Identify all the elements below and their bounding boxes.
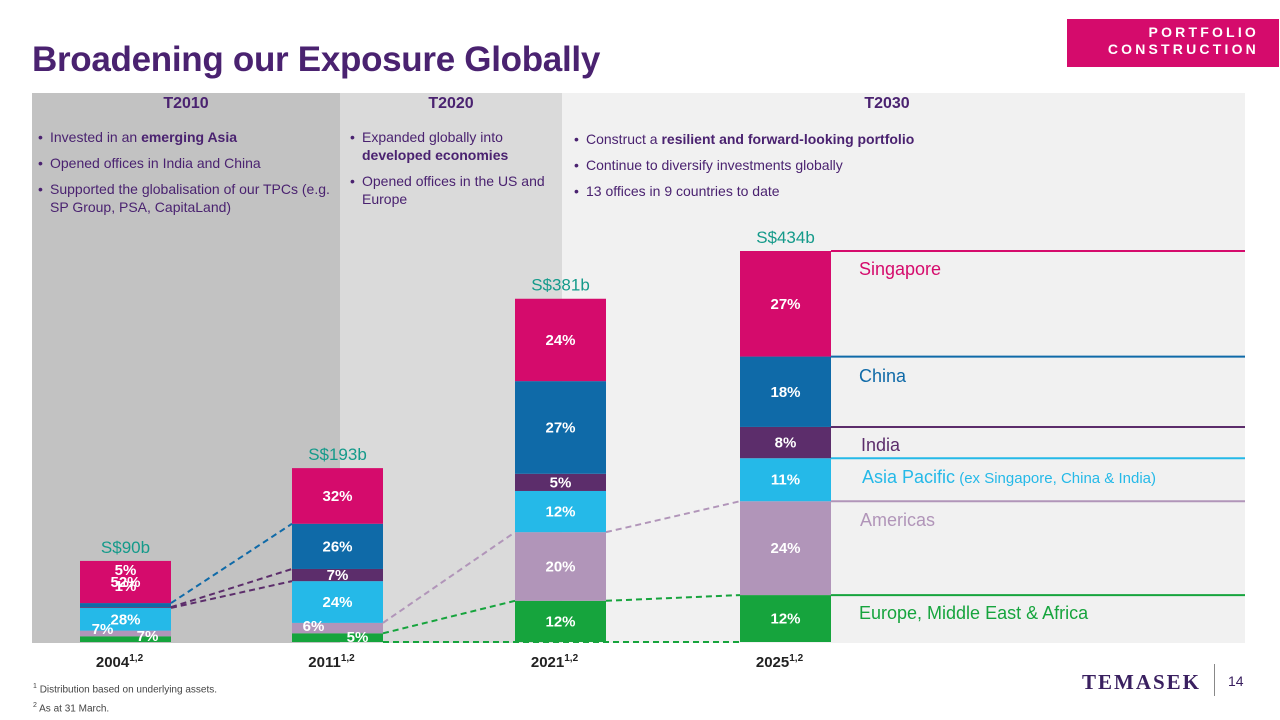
bullet-item: Continue to diversify investments global… xyxy=(574,156,1174,174)
footnote-1: 1 Distribution based on underlying asset… xyxy=(33,683,218,696)
connector-line xyxy=(382,531,516,624)
bar-segment-2021-china xyxy=(515,381,606,474)
section-tag-line2: CONSTRUCTION xyxy=(1107,41,1259,57)
connector-line xyxy=(382,599,516,635)
bar-segment-2025-china xyxy=(740,356,831,427)
segment-value-label: 12% xyxy=(545,613,575,630)
bar-segment-2021-europe-middle-east-africa xyxy=(515,600,606,642)
bar-total-label: S$381b xyxy=(531,276,590,295)
segment-value-label: 1% xyxy=(115,578,137,595)
segment-value-label: 6% xyxy=(303,618,325,635)
legend-label: China xyxy=(859,366,907,386)
bullet-item: 13 offices in 9 countries to date xyxy=(574,182,1174,200)
connector-line xyxy=(170,580,293,609)
bar-segment-2011-americas xyxy=(292,622,383,634)
segment-value-label: 24% xyxy=(545,332,575,349)
bar-segment-2011-india xyxy=(292,568,383,582)
category-label: 20111,2 xyxy=(308,653,355,671)
segment-value-label: 7% xyxy=(137,628,159,645)
segment-value-label: 5% xyxy=(115,562,137,579)
logo-divider xyxy=(1214,664,1215,696)
bar-segment-2025-india xyxy=(740,426,831,459)
segment-value-label: 5% xyxy=(550,474,572,491)
bullets-t2030: Construct a resilient and forward-lookin… xyxy=(574,130,1174,208)
legend-label: Asia Pacific (ex Singapore, China & Indi… xyxy=(862,467,1156,487)
bar-total-label: S$434b xyxy=(756,228,815,247)
segment-value-label: 7% xyxy=(92,621,114,638)
bar-segment-2025-singapore xyxy=(740,251,831,357)
bar-segment-2004-europe-middle-east-africa xyxy=(80,636,171,642)
category-label: 20041,2 xyxy=(96,653,144,671)
segment-value-label: 12% xyxy=(545,504,575,521)
bullet-item: Invested in an emerging Asia xyxy=(38,128,338,146)
bar-segment-2004-china xyxy=(80,603,171,608)
category-label: 20251,2 xyxy=(756,653,804,671)
legend-label: Singapore xyxy=(859,259,941,279)
bullet-item: Expanded globally into developed economi… xyxy=(350,128,550,164)
legend-label: Europe, Middle East & Africa xyxy=(859,603,1089,623)
bullet-item: Supported the globalisation of our TPCs … xyxy=(38,180,338,216)
segment-value-label: 5% xyxy=(347,629,369,646)
bar-segment-2011-asia-pacific xyxy=(292,581,383,623)
connector-line xyxy=(170,522,293,604)
segment-value-label: 27% xyxy=(545,419,575,436)
connector-line xyxy=(605,594,741,602)
bar-segment-2011-europe-middle-east-africa xyxy=(292,633,383,642)
bar-segment-2025-europe-middle-east-africa xyxy=(740,595,831,642)
bar-segment-2004-singapore xyxy=(80,560,171,604)
bar-segment-2004-asia-pacific xyxy=(80,607,171,631)
bar-segment-2004-americas xyxy=(80,630,171,637)
segment-value-label: 11% xyxy=(771,472,800,489)
page-title: Broadening our Exposure Globally xyxy=(32,40,600,79)
segment-value-label: 32% xyxy=(322,488,352,505)
bullet-item: Opened offices in India and China xyxy=(38,154,338,172)
segment-value-label: 20% xyxy=(545,558,575,575)
category-label: 20211,2 xyxy=(531,653,579,671)
section-tag: PORTFOLIO CONSTRUCTION xyxy=(1067,19,1279,67)
segment-value-label: 28% xyxy=(110,611,140,628)
bar-segment-2021-americas xyxy=(515,532,606,601)
bar-segment-2021-singapore xyxy=(515,298,606,382)
bar-segment-2025-americas xyxy=(740,501,831,596)
bar-total-label: S$90b xyxy=(101,538,150,557)
segment-value-label: 24% xyxy=(770,540,800,557)
bar-total-label: S$193b xyxy=(308,445,367,464)
segment-value-label: 52% xyxy=(110,574,140,591)
bar-segment-2004-india xyxy=(80,607,171,608)
connector-line xyxy=(605,500,741,534)
segment-value-label: 8% xyxy=(775,435,797,452)
bar-segment-2011-china xyxy=(292,523,383,569)
segment-value-label: 12% xyxy=(770,611,800,628)
bar-segment-2025-asia-pacific xyxy=(740,458,831,502)
page-number: 14 xyxy=(1228,673,1244,689)
bar-segment-2021-asia-pacific xyxy=(515,490,606,533)
legend-label: India xyxy=(861,435,901,455)
bar-segment-2011-singapore xyxy=(292,468,383,524)
segment-value-label: 27% xyxy=(770,296,800,313)
bar-segment-2021-india xyxy=(515,473,606,491)
bullet-item: Construct a resilient and forward-lookin… xyxy=(574,130,1174,148)
temasek-logo: TEMASEK xyxy=(1082,670,1202,694)
bullets-t2020: Expanded globally into developed economi… xyxy=(350,128,550,216)
footnote-2: 2 As at 31 March. xyxy=(33,702,110,715)
section-tag-line1: PORTFOLIO xyxy=(1148,24,1259,40)
segment-value-label: 26% xyxy=(322,538,352,555)
segment-value-label: 7% xyxy=(327,567,349,584)
panel-heading-t2010: T2010 xyxy=(163,95,209,112)
connector-line xyxy=(170,568,293,609)
legend-label: Americas xyxy=(860,510,935,530)
panel-heading-t2030: T2030 xyxy=(864,95,910,112)
segment-value-label: 24% xyxy=(322,594,352,611)
bullet-item: Opened offices in the US and Europe xyxy=(350,172,550,208)
panel-heading-t2020: T2020 xyxy=(428,95,474,112)
bullets-t2010: Invested in an emerging Asia Opened offi… xyxy=(38,128,338,224)
segment-value-label: 18% xyxy=(770,384,800,401)
